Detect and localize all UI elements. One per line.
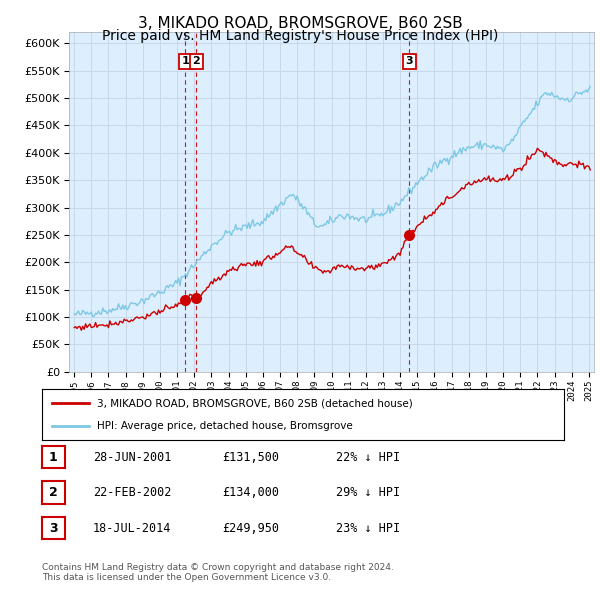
Text: 3: 3 bbox=[406, 56, 413, 66]
Text: £131,500: £131,500 bbox=[222, 451, 279, 464]
Text: 2: 2 bbox=[49, 486, 58, 499]
Text: 22-FEB-2002: 22-FEB-2002 bbox=[93, 486, 172, 499]
Text: Contains HM Land Registry data © Crown copyright and database right 2024.
This d: Contains HM Land Registry data © Crown c… bbox=[42, 563, 394, 582]
Text: 18-JUL-2014: 18-JUL-2014 bbox=[93, 522, 172, 535]
Text: 23% ↓ HPI: 23% ↓ HPI bbox=[336, 522, 400, 535]
Text: Price paid vs. HM Land Registry's House Price Index (HPI): Price paid vs. HM Land Registry's House … bbox=[102, 29, 498, 43]
Text: £249,950: £249,950 bbox=[222, 522, 279, 535]
Text: 28-JUN-2001: 28-JUN-2001 bbox=[93, 451, 172, 464]
Text: 29% ↓ HPI: 29% ↓ HPI bbox=[336, 486, 400, 499]
Text: 22% ↓ HPI: 22% ↓ HPI bbox=[336, 451, 400, 464]
Text: 1: 1 bbox=[182, 56, 190, 66]
Text: 1: 1 bbox=[49, 451, 58, 464]
Text: £134,000: £134,000 bbox=[222, 486, 279, 499]
Text: 3, MIKADO ROAD, BROMSGROVE, B60 2SB: 3, MIKADO ROAD, BROMSGROVE, B60 2SB bbox=[137, 16, 463, 31]
Text: 3: 3 bbox=[49, 522, 58, 535]
Text: 3, MIKADO ROAD, BROMSGROVE, B60 2SB (detached house): 3, MIKADO ROAD, BROMSGROVE, B60 2SB (det… bbox=[97, 398, 413, 408]
Text: HPI: Average price, detached house, Bromsgrove: HPI: Average price, detached house, Brom… bbox=[97, 421, 353, 431]
Text: 2: 2 bbox=[193, 56, 200, 66]
